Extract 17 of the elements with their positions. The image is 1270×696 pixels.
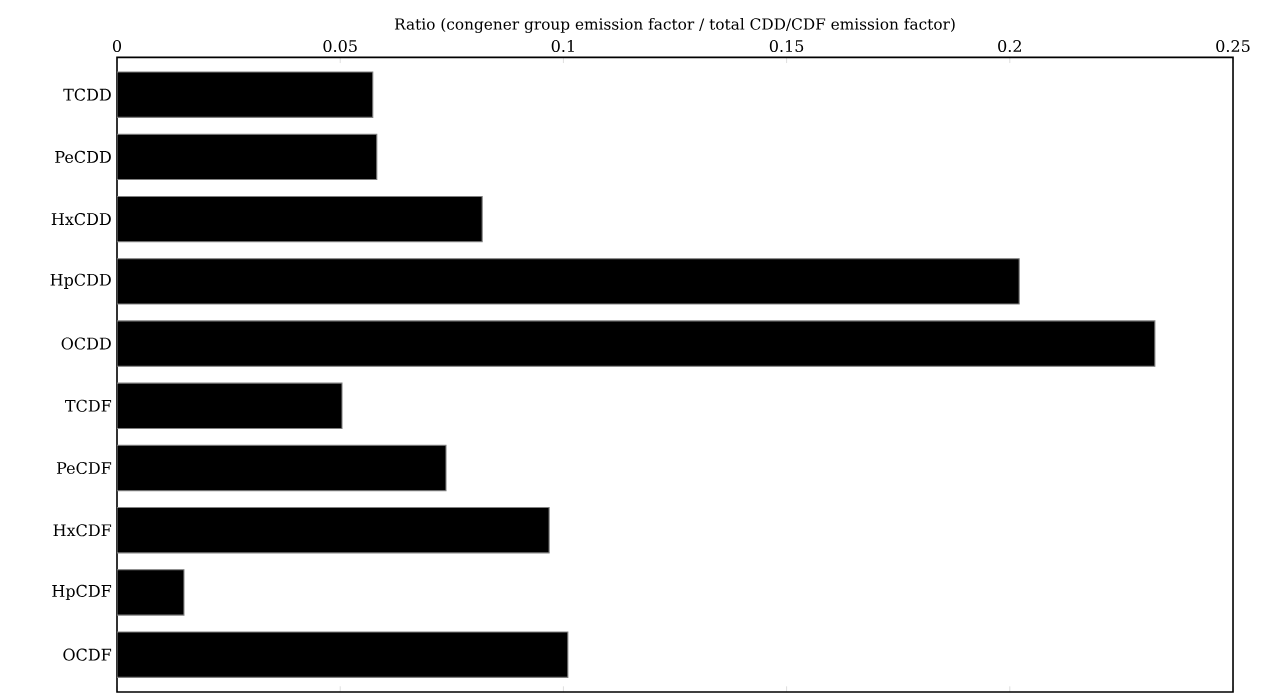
x-tick-label: 0.1 bbox=[551, 39, 574, 53]
y-tick-label: OCDF bbox=[63, 648, 112, 661]
y-tick-label: HxCDF bbox=[53, 524, 112, 537]
y-tick-label: PeCDD bbox=[55, 150, 111, 163]
y-tick-label: HpCDF bbox=[52, 584, 112, 601]
x-tick-label: 0.05 bbox=[323, 39, 357, 53]
y-tick-label: OCDD bbox=[61, 337, 111, 350]
x-axis-title: Ratio (congener group emission factor / total CDD/CDF emission factor) bbox=[394, 17, 955, 33]
x-tick-label: 0.15 bbox=[769, 39, 804, 53]
x-tick-label: 0.2 bbox=[998, 39, 1021, 53]
y-tick-label: TCDF bbox=[65, 399, 112, 412]
y-tick-label: HpCDD bbox=[50, 273, 111, 289]
y-tick-label: PeCDF bbox=[56, 461, 112, 475]
y-tick-label: TCDD bbox=[63, 88, 111, 101]
x-tick-label: 0.25 bbox=[1216, 39, 1250, 53]
y-tick-label: HxCDD bbox=[51, 213, 111, 226]
x-tick-label: 0 bbox=[112, 39, 122, 53]
